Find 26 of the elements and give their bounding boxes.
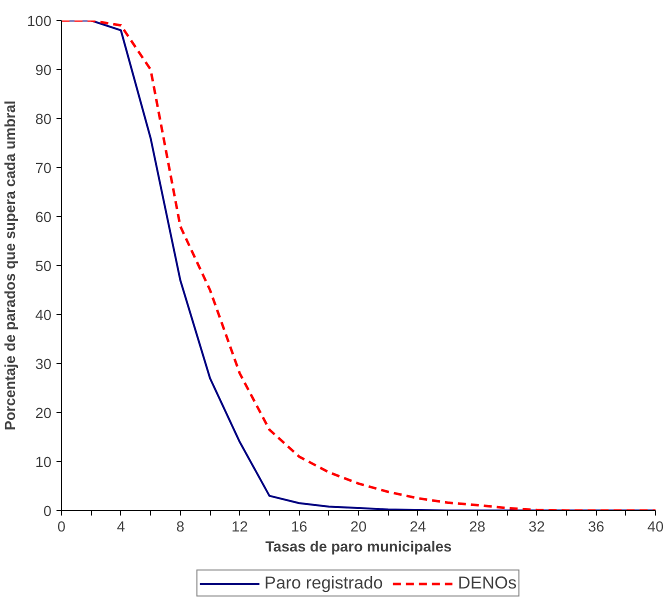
- y-tick-label: 10: [35, 455, 52, 471]
- y-tick-label: 50: [35, 259, 52, 275]
- y-tick-label: 60: [35, 210, 52, 226]
- x-tick-label: 20: [350, 520, 367, 536]
- x-tick-label: 32: [528, 520, 545, 536]
- y-tick-label: 0: [43, 504, 52, 520]
- y-tick-label: 70: [35, 161, 52, 177]
- x-axis-title: Tasas de paro municipales: [265, 540, 452, 556]
- y-tick-label: 100: [27, 14, 52, 30]
- y-axis-title: Porcentaje de parados que supera cada umbral: [3, 100, 20, 430]
- y-tick-label: 90: [35, 63, 52, 79]
- y-tick-label: 40: [35, 308, 52, 324]
- x-tick-label: 8: [176, 520, 184, 536]
- y-tick-label: 20: [35, 406, 52, 422]
- x-tick-label: 0: [57, 520, 66, 536]
- legend-label: Paro registrado: [264, 572, 383, 594]
- x-tick-label: 16: [290, 520, 308, 536]
- x-tick-label: 36: [588, 520, 604, 536]
- legend-label: DENOs: [458, 572, 517, 594]
- x-tick-label: 12: [232, 520, 248, 536]
- x-tick-label: 40: [647, 520, 664, 536]
- x-tick-label: 24: [410, 520, 426, 536]
- x-tick-label: 28: [469, 520, 486, 536]
- y-tick-label: 80: [35, 112, 52, 128]
- y-tick-label: 30: [35, 357, 52, 373]
- x-tick-label: 4: [116, 520, 125, 536]
